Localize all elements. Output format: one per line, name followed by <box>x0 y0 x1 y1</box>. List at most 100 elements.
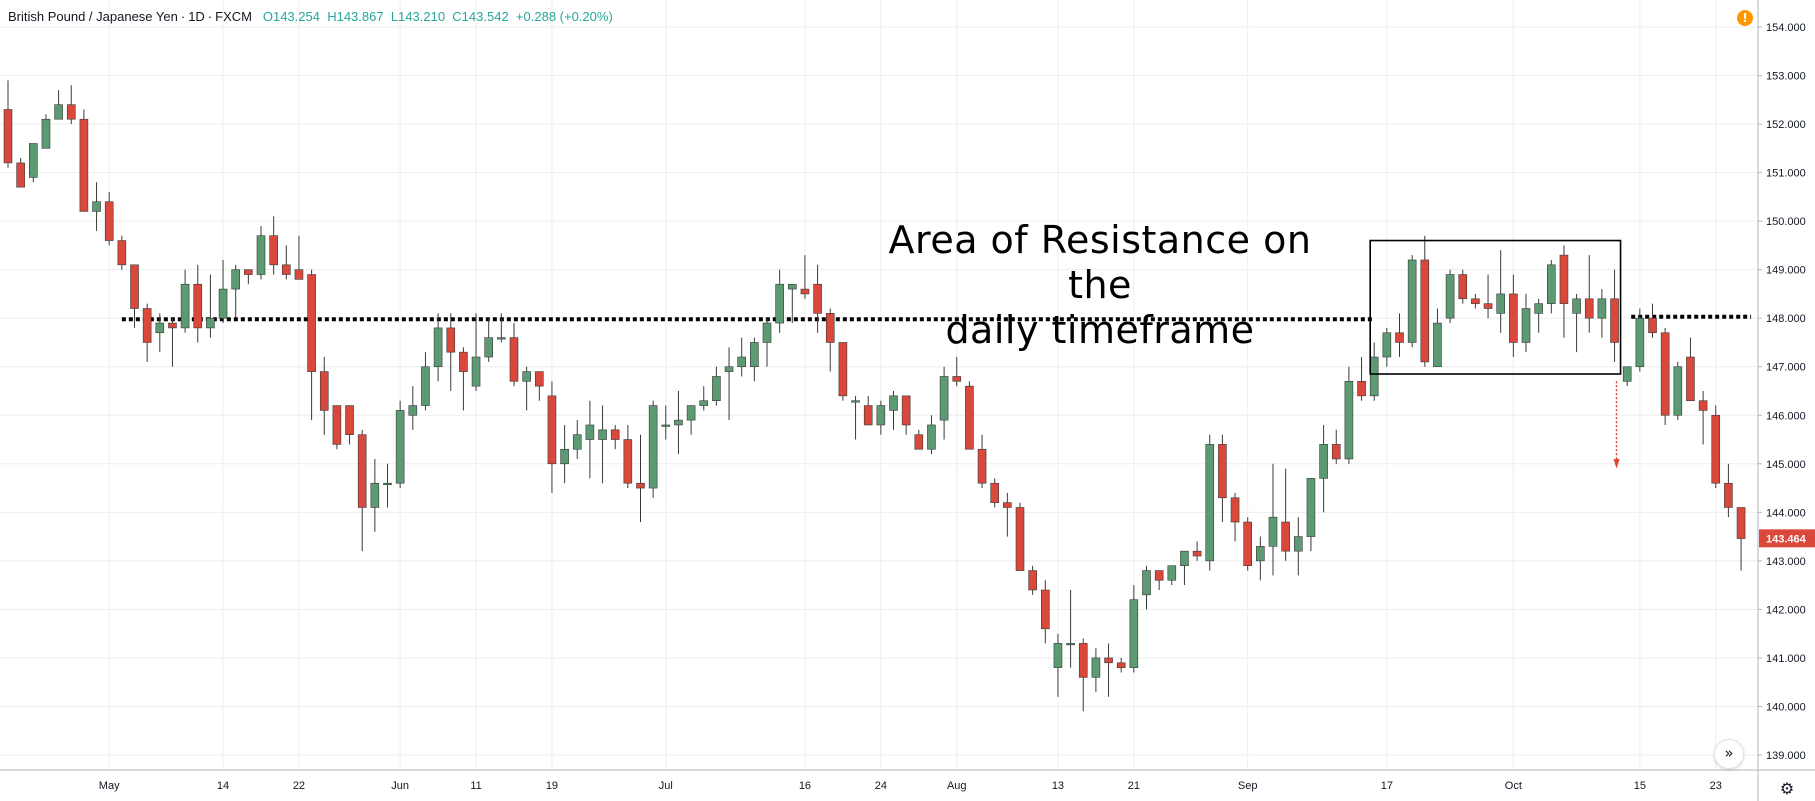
candle-down <box>1243 521 1252 567</box>
y-tick-label: 139.000 <box>1766 750 1806 762</box>
candle-up <box>1142 570 1151 596</box>
candle-down <box>459 351 468 372</box>
candle-up <box>484 337 494 358</box>
candle-up <box>1622 366 1632 382</box>
resistance-annotation: Area of Resistance on the daily timefram… <box>860 218 1340 353</box>
warning-icon[interactable]: ! <box>1737 10 1753 26</box>
y-tick-label: 143.000 <box>1766 556 1806 568</box>
open-value: O143.254 <box>262 9 320 24</box>
candle-up <box>750 342 759 368</box>
x-tick-label: May <box>99 780 120 792</box>
x-tick-label: Jul <box>659 780 673 792</box>
candle-up <box>1167 565 1177 581</box>
candle-down <box>509 337 519 382</box>
candle-up <box>1597 298 1607 319</box>
y-tick-label: 141.000 <box>1766 653 1806 665</box>
x-tick-label: 24 <box>875 780 887 792</box>
resistance-box <box>1369 239 1622 375</box>
x-tick-label: 22 <box>293 780 305 792</box>
y-tick-label: 140.000 <box>1766 701 1806 713</box>
candle-down <box>1357 380 1366 397</box>
candle-up <box>876 405 886 426</box>
candle-up <box>648 405 658 489</box>
annotation-line-1: Area of Resistance on the <box>888 218 1312 307</box>
candle-down <box>623 439 633 484</box>
candle-down <box>1660 332 1670 416</box>
candle-down <box>813 283 822 314</box>
resistance-lines <box>121 314 1752 322</box>
candle-down <box>914 434 924 450</box>
candle-up <box>370 482 380 508</box>
candle-up <box>762 322 772 343</box>
candle-down <box>1230 497 1240 523</box>
candle-up <box>661 424 671 427</box>
y-tick-label: 144.000 <box>1766 507 1806 519</box>
candle-up <box>775 283 784 324</box>
candle-up <box>28 143 38 178</box>
candle-down <box>244 269 253 275</box>
candle-down <box>1711 414 1721 484</box>
candle-up <box>674 419 683 426</box>
candle-up <box>383 482 392 486</box>
candle-up <box>155 322 165 334</box>
close-value: C143.542 <box>452 9 509 24</box>
symbol-name: British Pound / Japanese Yen <box>8 9 178 24</box>
candle-down <box>16 162 25 188</box>
candle-down <box>1724 482 1733 508</box>
x-tick-label: 21 <box>1128 780 1140 792</box>
candle-down <box>990 482 1000 503</box>
candle-down <box>1041 589 1050 630</box>
y-tick-label: 153.000 <box>1766 71 1806 83</box>
candle-down <box>863 405 873 426</box>
candle-down <box>446 327 456 353</box>
candle-up <box>712 376 721 402</box>
y-tick-label: 154.000 <box>1766 22 1806 34</box>
candle-up <box>1673 366 1683 416</box>
candle-down <box>534 371 544 387</box>
exchange: FXCM <box>215 9 253 24</box>
candle-down <box>269 235 278 266</box>
y-tick-label: 146.000 <box>1766 410 1806 422</box>
interval: 1D <box>188 9 205 24</box>
change-value: +0.288 (+0.20%) <box>515 9 613 24</box>
candle-down <box>142 308 152 343</box>
x-tick-label: 16 <box>799 780 811 792</box>
gear-icon[interactable]: ⚙ <box>1779 779 1795 798</box>
candle-up <box>1066 643 1075 646</box>
time-axis[interactable]: May 14 22 Jun 11 19 Jul 16 24 Aug 13 21 Sep 17 Oct 15 23 <box>0 769 1815 792</box>
candle-down <box>965 385 974 450</box>
y-tick-label: 149.000 <box>1766 265 1806 277</box>
candle-down <box>610 429 620 440</box>
candle-down <box>636 482 645 489</box>
candle-down <box>1483 303 1493 309</box>
candle-up <box>1268 516 1278 547</box>
candle-down <box>547 395 557 465</box>
candle-down <box>104 201 114 241</box>
grid-lines <box>0 0 1758 770</box>
candle-up <box>737 356 747 368</box>
candle-up <box>408 405 418 416</box>
last-price-badge <box>1759 529 1815 548</box>
candle-up <box>1572 298 1581 314</box>
y-tick-label: 152.000 <box>1766 119 1806 131</box>
scroll-to-realtime-button[interactable]: » <box>1714 739 1744 769</box>
candle-down <box>357 434 367 508</box>
candle-down <box>307 274 316 372</box>
candle-up <box>1344 380 1354 460</box>
candle-down <box>1458 274 1468 300</box>
x-tick-label: Jun <box>391 780 409 792</box>
x-tick-label: 11 <box>470 780 481 792</box>
candle-up <box>1521 308 1531 343</box>
x-tick-label: 15 <box>1634 780 1646 792</box>
candle-down <box>825 313 835 343</box>
candle-up <box>787 283 797 290</box>
candle-down <box>294 269 304 280</box>
candle-up <box>585 424 595 440</box>
candle-down <box>345 405 354 435</box>
candle-down <box>332 405 342 445</box>
x-tick-label: 17 <box>1381 780 1393 792</box>
candle-down <box>1509 293 1518 343</box>
candle-up <box>1547 264 1556 304</box>
